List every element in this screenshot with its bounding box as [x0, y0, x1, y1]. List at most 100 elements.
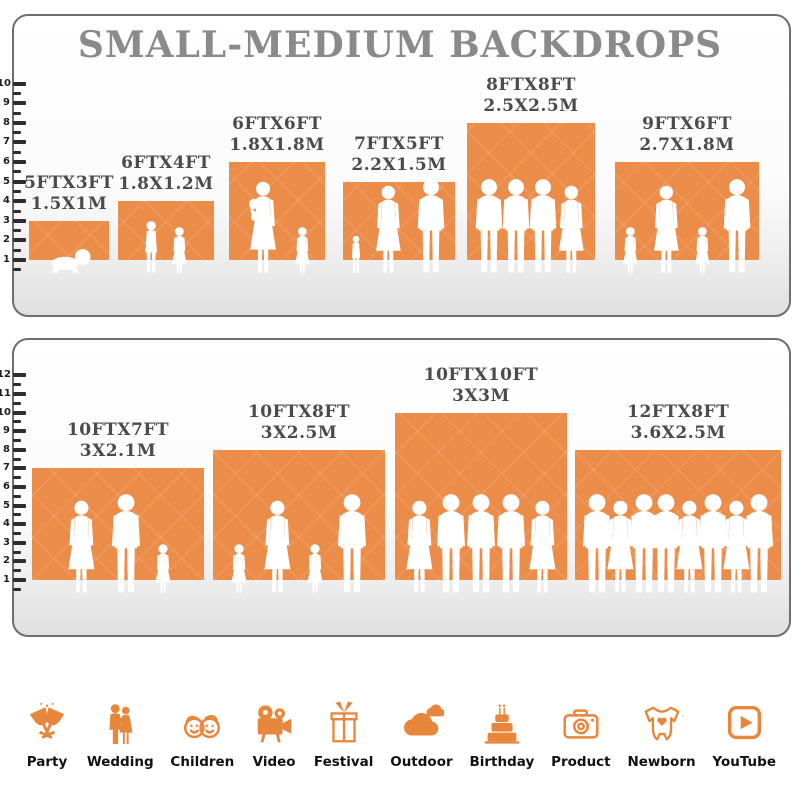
person-silhouette-girl — [290, 226, 315, 274]
backdrop-size-ft: 12FTX8FT — [627, 401, 730, 422]
category-outdoor: Outdoor — [390, 689, 453, 770]
category-label: Newborn — [627, 754, 696, 770]
ruler-minor-tick — [13, 457, 21, 461]
person-silhouette-girl — [150, 543, 176, 593]
backdrop-size-m: 1.8X1.2M — [118, 174, 214, 195]
backdrop-size-ft: 6FTX4FT — [121, 153, 211, 174]
ruler-minor-tick — [13, 476, 21, 480]
ruler-number: 9 — [3, 97, 10, 109]
newborn-icon — [639, 689, 685, 747]
backdrop-size-ft: 6FTX6FT — [232, 114, 322, 134]
ruler-number: 7 — [3, 462, 10, 474]
person-silhouette-woman — [551, 185, 592, 273]
ruler-tick — [13, 81, 26, 86]
backdrop-size-m: 3X2.5M — [260, 422, 338, 443]
ruler-minor-tick — [13, 91, 21, 95]
ruler-tick — [13, 218, 26, 223]
person-silhouette-woman — [668, 500, 711, 593]
backdrop-size-ft: 10FTX10FT — [423, 364, 539, 385]
ruler-number: 8 — [3, 443, 10, 455]
ruler-tick — [13, 410, 26, 415]
person-silhouette-man — [106, 493, 146, 593]
backdrop-size-m: 1.5X1M — [30, 193, 108, 214]
category-label: Product — [551, 754, 611, 770]
backdrop-label-10ftx10ft: 10FTX10FT 3X3M — [386, 365, 576, 407]
ruler-tick — [13, 120, 26, 125]
backdrop-size-ft: 8FTX8FT — [486, 74, 576, 95]
ruler-tick — [13, 160, 26, 164]
ruler-tick — [13, 447, 26, 452]
ruler-minor-tick — [13, 513, 21, 517]
person-silhouette-man — [332, 493, 372, 593]
ruler-minor-tick — [13, 111, 21, 115]
person-silhouette-woman — [599, 500, 642, 593]
ruler-minor-tick — [13, 150, 21, 154]
backdrop-size-ft: 9FTX6FT — [642, 114, 732, 134]
ruler-tick — [13, 540, 26, 545]
ruler-number: 1 — [3, 574, 10, 585]
ruler-minor-tick — [13, 189, 21, 193]
person-silhouette-man — [624, 493, 664, 593]
ruler-number: 10 — [0, 77, 11, 89]
backdrop-size-ft: 10FTX7FT — [66, 420, 170, 441]
category-label: Party — [26, 754, 68, 770]
person-silhouette-man — [491, 493, 531, 593]
backdrop-label-8ftx8ft: 8FTX8FT 2.5X2.5M — [436, 75, 626, 117]
person-silhouette-man — [739, 493, 779, 593]
backdrop-size-ft: 10FTX8FT — [247, 401, 351, 422]
person-silhouette-man — [577, 493, 617, 593]
category-children: Children — [170, 689, 234, 770]
category-label: Birthday — [469, 754, 535, 770]
ruler-number: 11 — [0, 388, 11, 399]
category-label: Festival — [313, 754, 374, 770]
ruler-minor-tick — [13, 268, 21, 272]
backdrop-size-ft: 5FTX3FT — [24, 172, 114, 193]
backdrop-label-9ftx6ft: 9FTX6FT 2.7X1.8M — [592, 114, 782, 156]
backdrop-label-7ftx5ft: 7FTX5FT 2.2X1.5M — [304, 134, 494, 176]
ruler-number: 7 — [3, 136, 10, 148]
ruler-minor-tick — [13, 550, 21, 554]
backdrop-size-m: 3X3M — [452, 385, 510, 406]
person-silhouette-toddler — [348, 235, 364, 273]
ruler-tick — [13, 559, 26, 564]
ruler-tick — [13, 179, 26, 184]
festival-icon — [321, 689, 367, 747]
backdrop-size-m: 2.2X1.5M — [351, 154, 447, 175]
person-silhouette-man — [524, 178, 562, 273]
person-silhouette-man — [470, 178, 508, 273]
backdrop-size-m: 3X2.1M — [79, 441, 157, 462]
category-label: Children — [170, 754, 235, 770]
ruler-number: 1 — [3, 254, 10, 265]
person-silhouette-woman — [646, 185, 687, 273]
person-silhouette-girl — [302, 543, 328, 593]
ruler-tick — [13, 373, 26, 378]
ruler-tick — [13, 238, 26, 243]
category-newborn: Newborn — [627, 689, 696, 770]
category-youtube: YouTube — [712, 689, 776, 770]
backdrop-label-6ftx6ft: 6FTX6FT 1.8X1.8M — [182, 114, 372, 156]
ruler-minor-tick — [13, 209, 21, 213]
backdrop-rect-6ftx4ft — [118, 201, 214, 260]
backdrop-rect-5ftx3ft — [29, 220, 109, 260]
party-icon — [24, 689, 70, 747]
backdrop-size-m: 3.6X2.5M — [630, 422, 726, 443]
category-label: YouTube — [712, 754, 776, 770]
backdrop-label-10ftx8ft: 10FTX8FT 3X2.5M — [204, 402, 394, 444]
ruler-minor-tick — [13, 229, 21, 233]
ruler-number: 4 — [3, 195, 10, 207]
page-title: SMALL-MEDIUM BACKDROPS — [77, 24, 723, 66]
ruler-number: 6 — [3, 156, 10, 167]
ruler-tick — [13, 101, 26, 106]
ruler-tick — [13, 392, 26, 396]
backdrop-rect-6ftx6ft — [229, 162, 325, 260]
person-silhouette-boy — [140, 220, 162, 273]
youtube-icon — [721, 689, 767, 747]
ruler-minor-tick — [13, 439, 21, 442]
backdrop-label-5ftx3ft: 5FTX3FT 1.5X1M — [0, 173, 164, 215]
person-silhouette-man — [431, 493, 471, 593]
ruler-number: 3 — [3, 214, 10, 226]
backdrop-size-m: 1.8X1.8M — [229, 135, 325, 155]
person-silhouette-girl — [690, 226, 715, 274]
ruler-number: 4 — [3, 518, 10, 530]
ruler-number: 8 — [3, 116, 10, 128]
